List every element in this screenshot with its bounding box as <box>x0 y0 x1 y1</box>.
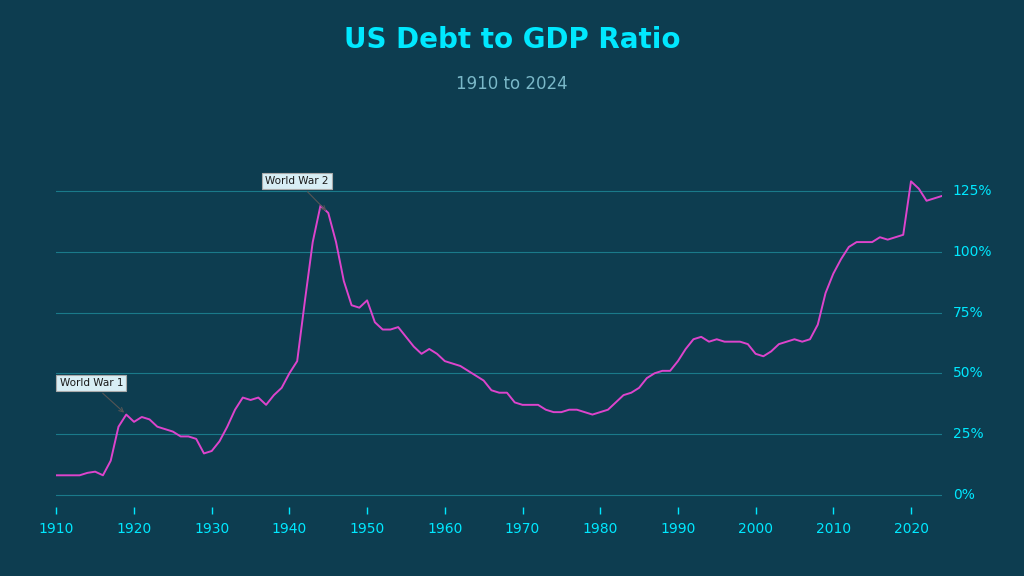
Text: 100%: 100% <box>952 245 992 259</box>
Text: 1910 to 2024: 1910 to 2024 <box>456 74 568 93</box>
Text: 25%: 25% <box>952 427 983 441</box>
Text: 0%: 0% <box>952 488 975 502</box>
Text: 125%: 125% <box>952 184 992 198</box>
Text: World War 2: World War 2 <box>265 176 329 210</box>
Text: World War 1: World War 1 <box>59 378 123 412</box>
Text: 50%: 50% <box>952 366 983 380</box>
Text: 75%: 75% <box>952 305 983 320</box>
Text: US Debt to GDP Ratio: US Debt to GDP Ratio <box>344 26 680 54</box>
